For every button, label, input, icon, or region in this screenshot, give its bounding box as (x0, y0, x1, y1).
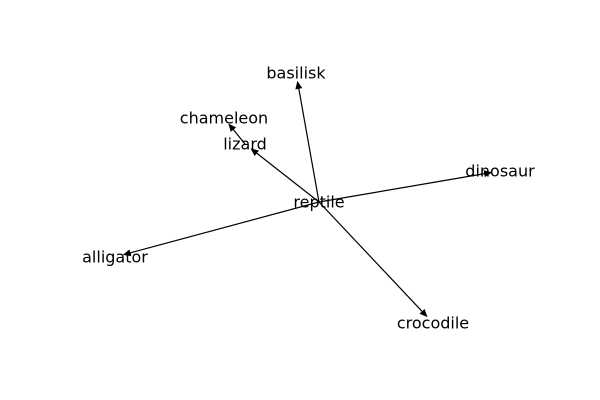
edge-reptile-crocodile (318, 201, 424, 314)
edges-layer (122, 80, 493, 318)
node-crocodile: crocodile (397, 314, 469, 333)
edge-reptile-basilisk (297, 86, 320, 203)
node-basilisk: basilisk (266, 64, 326, 83)
node-dinosaur: dinosaur (465, 162, 535, 181)
arrowhead-reptile-basilisk (295, 80, 303, 90)
edge-reptile-dinosaur (318, 172, 487, 203)
node-chameleon: chameleon (180, 109, 268, 128)
node-reptile: reptile (293, 193, 344, 212)
arrowhead-reptile-lizard (250, 148, 259, 157)
arrowhead-reptile-alligator (122, 249, 132, 257)
arrowhead-reptile-crocodile (419, 308, 428, 318)
arrowhead-lizard-chameleon (228, 123, 237, 132)
edge-reptile-alligator (128, 201, 320, 254)
edge-reptile-lizard (254, 151, 320, 203)
node-alligator: alligator (82, 248, 148, 267)
node-lizard: lizard (223, 135, 267, 154)
edge-lizard-chameleon (231, 127, 246, 145)
arrowhead-reptile-dinosaur (483, 170, 493, 178)
nodes-layer: reptile basilisk chameleon lizard dinosa… (82, 64, 535, 333)
